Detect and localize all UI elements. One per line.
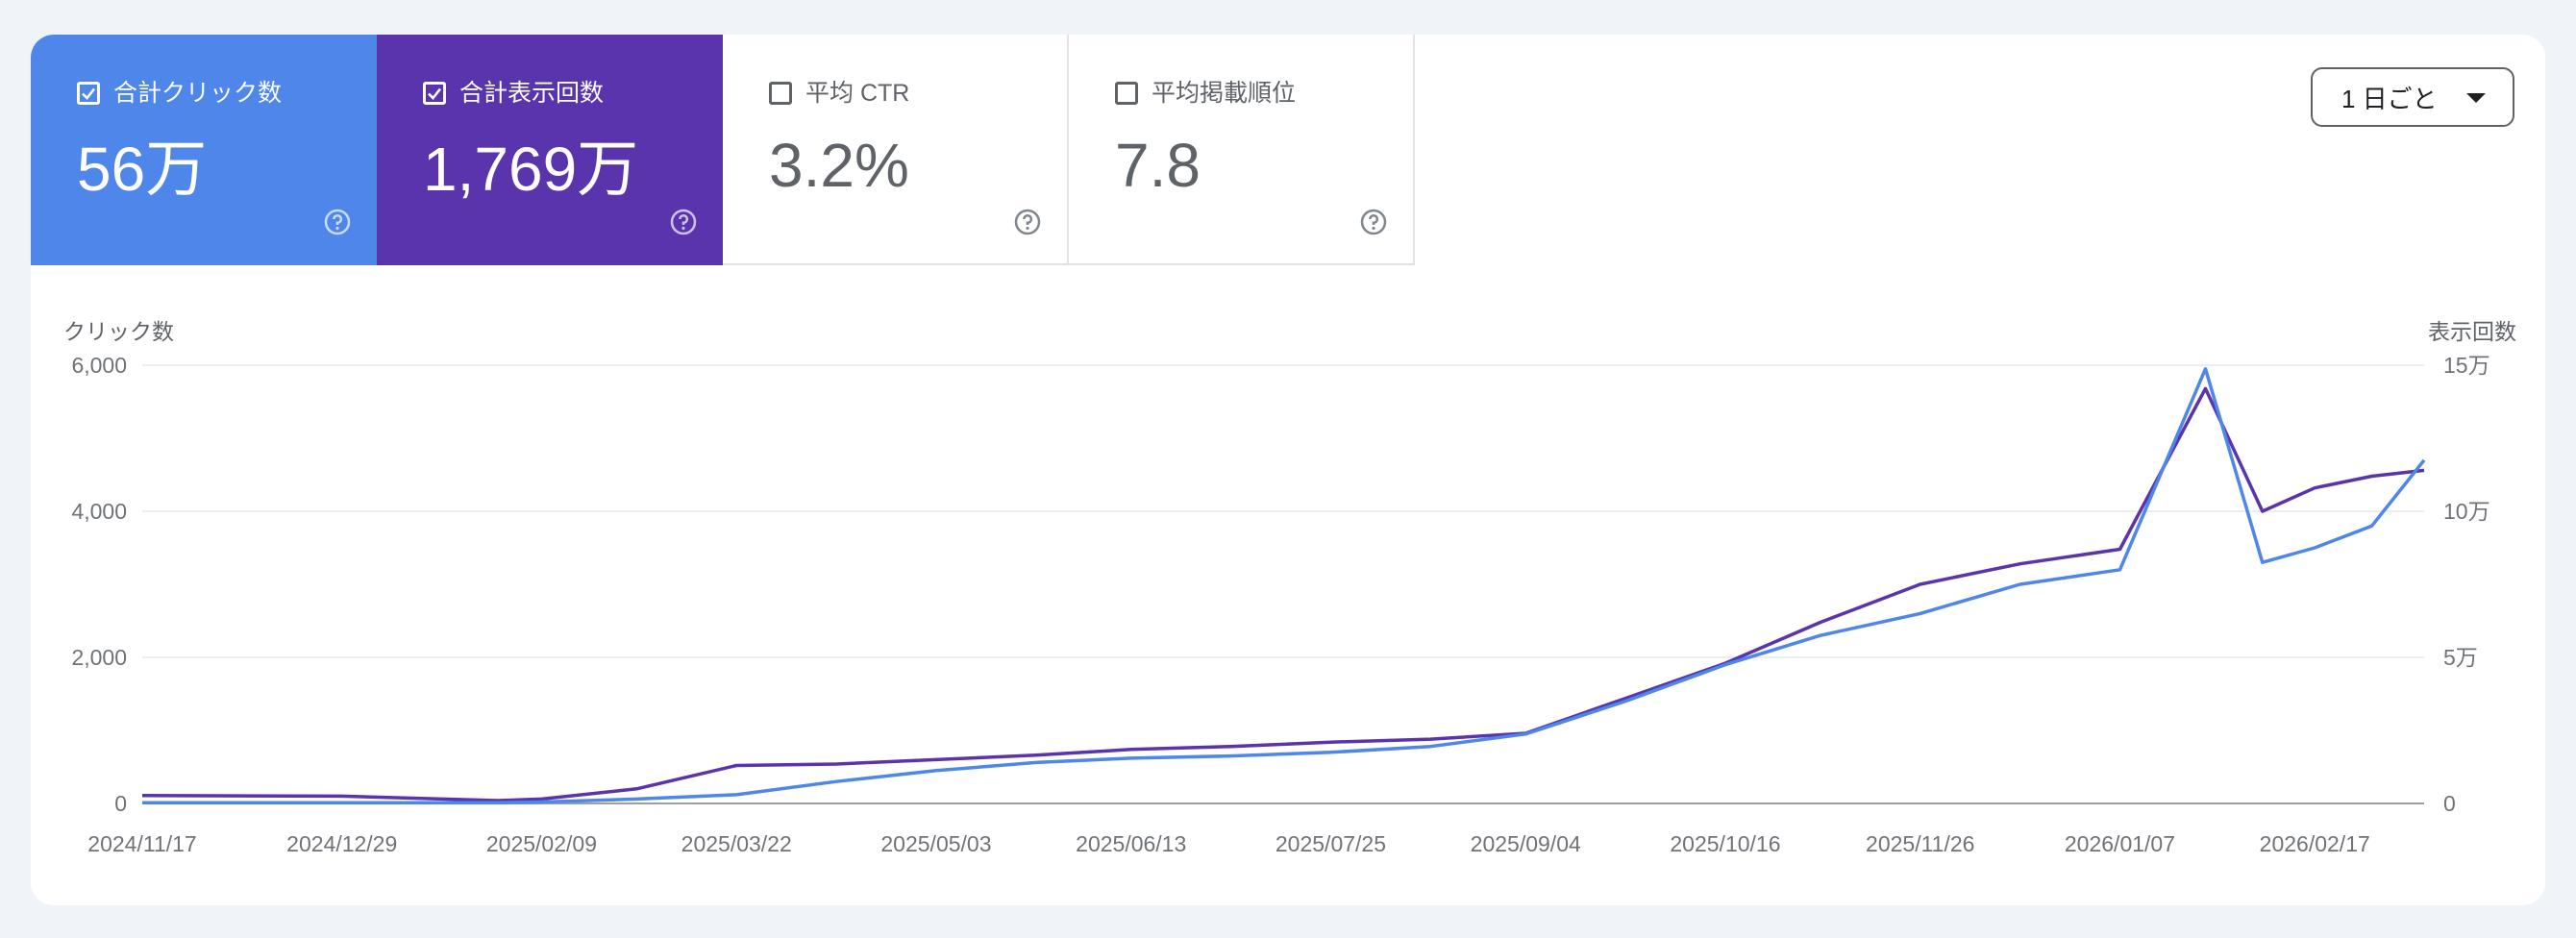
date-granularity-dropdown[interactable]: 1 日ごと bbox=[2311, 67, 2514, 127]
metric-value: 3.2% bbox=[769, 131, 909, 200]
checkbox-unchecked-icon[interactable] bbox=[769, 82, 792, 105]
metric-label: 平均掲載順位 bbox=[1152, 80, 1297, 107]
performance-card: 合計クリック数 56万 合計表示回数 1,769万 平均 CTR 3.2% bbox=[31, 35, 2545, 905]
x-tick-label: 2025/03/22 bbox=[681, 831, 792, 856]
checkbox-unchecked-icon[interactable] bbox=[1115, 82, 1138, 105]
x-tick-label: 2025/05/03 bbox=[880, 831, 991, 856]
left-axis-title: クリック数 bbox=[63, 319, 174, 344]
metric-label: 合計表示回数 bbox=[459, 80, 605, 107]
performance-line-chart: 0 0 2,000 5万 4,000 10万 6,000 15万 2024/11/17 2024/… bbox=[71, 353, 2490, 856]
metric-value: 56万 bbox=[77, 135, 208, 204]
y-left-tick-label: 4,000 bbox=[71, 499, 127, 524]
metric-average-position[interactable]: 平均掲載順位 7.8 bbox=[1069, 35, 1415, 265]
metric-label: 合計クリック数 bbox=[113, 80, 283, 107]
y-right-tick-label: 15万 bbox=[2443, 353, 2490, 378]
metric-total-impressions[interactable]: 合計表示回数 1,769万 bbox=[377, 35, 723, 265]
x-tick-label: 2025/09/04 bbox=[1471, 831, 1581, 856]
metric-value: 1,769万 bbox=[423, 135, 639, 204]
y-right-tick-label: 5万 bbox=[2443, 645, 2478, 670]
y-left-tick-label: 6,000 bbox=[71, 353, 127, 378]
series-line-clicks bbox=[142, 367, 2426, 804]
x-tick-label: 2024/12/29 bbox=[286, 831, 397, 856]
series-line-impressions bbox=[141, 386, 2425, 802]
y-right-tick-label: 0 bbox=[2443, 791, 2456, 816]
x-tick-label: 2025/11/26 bbox=[1866, 831, 1974, 856]
metric-average-ctr[interactable]: 平均 CTR 3.2% bbox=[723, 35, 1069, 265]
metric-label: 平均 CTR bbox=[805, 80, 910, 107]
help-circle-icon[interactable] bbox=[669, 208, 698, 236]
checkbox-checked-icon[interactable] bbox=[423, 82, 446, 105]
x-tick-label: 2026/01/07 bbox=[2065, 831, 2175, 856]
x-tick-label: 2025/10/16 bbox=[1670, 831, 1780, 856]
y-left-tick-label: 0 bbox=[114, 791, 127, 816]
metric-total-clicks[interactable]: 合計クリック数 56万 bbox=[31, 35, 377, 265]
x-tick-label: 2025/02/09 bbox=[486, 831, 597, 856]
x-tick-label: 2024/11/17 bbox=[87, 831, 196, 856]
help-circle-icon[interactable] bbox=[1359, 208, 1388, 236]
help-circle-icon[interactable] bbox=[323, 208, 352, 236]
y-left-tick-label: 2,000 bbox=[71, 645, 127, 670]
help-circle-icon[interactable] bbox=[1013, 208, 1042, 236]
right-axis-title: 表示回数 bbox=[2428, 319, 2516, 344]
dropdown-label: 1 日ごと bbox=[2341, 84, 2438, 113]
x-tick-label: 2026/02/17 bbox=[2260, 831, 2370, 856]
caret-down-icon bbox=[2466, 93, 2486, 103]
x-tick-label: 2025/07/25 bbox=[1276, 831, 1386, 856]
y-right-tick-label: 10万 bbox=[2443, 499, 2490, 524]
x-tick-label: 2025/06/13 bbox=[1076, 831, 1186, 856]
checkbox-checked-icon[interactable] bbox=[77, 82, 100, 105]
metric-value: 7.8 bbox=[1115, 131, 1201, 200]
